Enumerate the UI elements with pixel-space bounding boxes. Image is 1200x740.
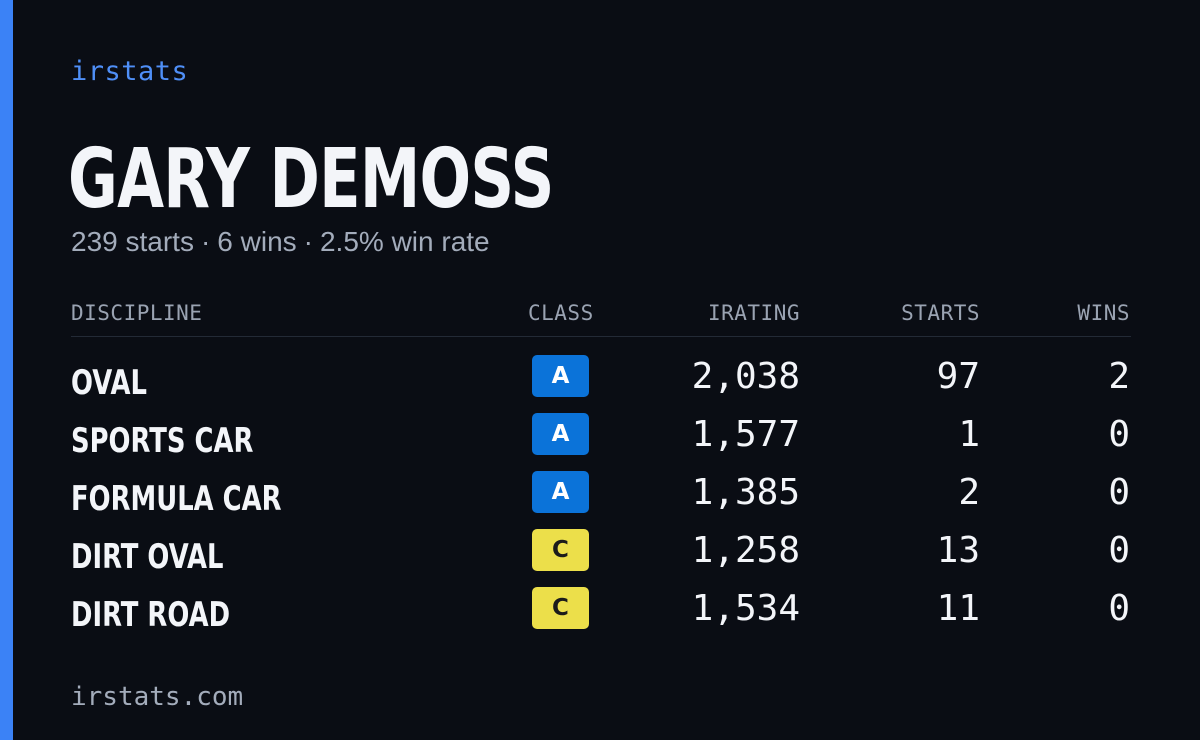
summary-starts: 239 starts — [71, 226, 194, 257]
table-body: OVAL A 2,038 97 2 SPORTS CAR A 1,577 1 0… — [71, 353, 1131, 643]
wins-value: 0 — [1108, 588, 1130, 629]
irating-value: 1,577 — [691, 414, 800, 455]
irating-value: 1,534 — [691, 588, 800, 629]
wins-value: 2 — [1108, 356, 1130, 397]
discipline-name: DIRT ROAD — [71, 595, 231, 635]
header-starts: STARTS — [901, 301, 980, 325]
footer-url[interactable]: irstats.com — [71, 682, 244, 712]
wins-value: 0 — [1108, 414, 1130, 455]
header-irating: IRATING — [707, 301, 800, 325]
discipline-name: DIRT OVAL — [71, 537, 224, 577]
table-row: OVAL A 2,038 97 2 — [71, 353, 1131, 411]
license-class-badge: A — [532, 471, 589, 513]
irating-value: 1,385 — [691, 472, 800, 513]
starts-value: 13 — [936, 530, 980, 571]
table-header: DISCIPLINE CLASS IRATING STARTS WINS — [71, 296, 1131, 337]
summary-wins: 6 wins — [217, 226, 297, 257]
irating-value: 1,258 — [691, 530, 800, 571]
summary-separator: · — [303, 226, 313, 257]
table-row: DIRT OVAL C 1,258 13 0 — [71, 527, 1131, 585]
license-class-badge: A — [532, 413, 589, 455]
license-class-badge: A — [532, 355, 589, 397]
wins-value: 0 — [1108, 530, 1130, 571]
discipline-name: SPORTS CAR — [71, 421, 254, 461]
discipline-table: DISCIPLINE CLASS IRATING STARTS WINS OVA… — [71, 296, 1131, 643]
header-discipline: DISCIPLINE — [71, 301, 203, 325]
driver-summary: 239 starts · 6 wins · 2.5% win rate — [71, 226, 490, 258]
brand-logo-text: irstats — [71, 56, 189, 87]
starts-value: 2 — [958, 472, 980, 513]
table-row: FORMULA CAR A 1,385 2 0 — [71, 469, 1131, 527]
table-row: DIRT ROAD C 1,534 11 0 — [71, 585, 1131, 643]
license-class-badge: C — [532, 587, 589, 629]
irating-value: 2,038 — [691, 356, 800, 397]
header-class: CLASS — [528, 301, 594, 325]
starts-value: 11 — [936, 588, 980, 629]
starts-value: 1 — [958, 414, 980, 455]
license-class-badge: C — [532, 529, 589, 571]
wins-value: 0 — [1108, 472, 1130, 513]
accent-bar — [0, 0, 13, 740]
driver-name: GARY DEMOSS — [68, 132, 554, 227]
summary-win-rate: 2.5% win rate — [319, 226, 490, 257]
table-row: SPORTS CAR A 1,577 1 0 — [71, 411, 1131, 469]
summary-separator: · — [200, 226, 211, 257]
discipline-name: OVAL — [71, 363, 147, 403]
starts-value: 97 — [936, 356, 980, 397]
discipline-name: FORMULA CAR — [71, 479, 282, 519]
header-wins: WINS — [1077, 301, 1130, 325]
